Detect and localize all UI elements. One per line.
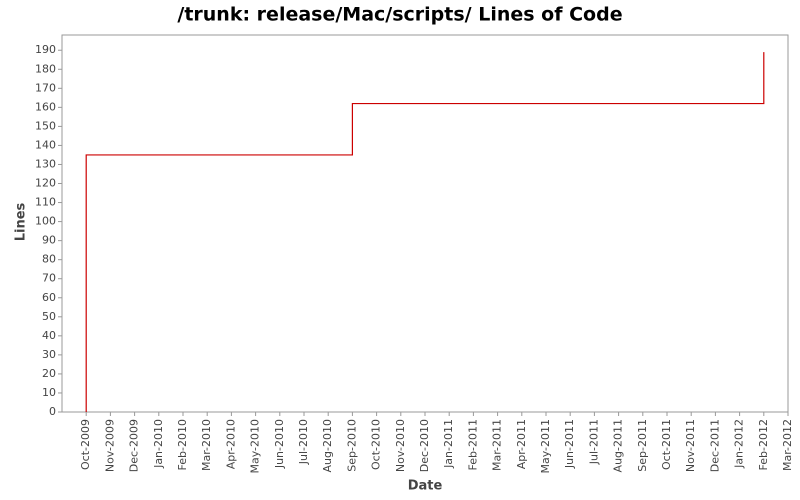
y-axis-label: Lines [14, 202, 29, 241]
x-tick-label: Nov-2011 [684, 419, 697, 472]
x-tick-label: Feb-2012 [757, 419, 770, 470]
x-tick-label: Apr-2011 [515, 419, 528, 469]
x-tick-label: Oct-2011 [660, 419, 673, 470]
y-tick-label: 0 [49, 405, 56, 418]
x-tick-label: Jul-2011 [587, 419, 600, 465]
x-tick-label: Dec-2011 [708, 419, 721, 472]
y-tick-label: 80 [42, 253, 56, 266]
x-tick-label: Sep-2010 [345, 419, 358, 472]
y-tick-label: 40 [42, 329, 56, 342]
x-tick-label: Jul-2010 [297, 419, 310, 465]
x-tick-label: Apr-2010 [224, 419, 237, 469]
y-tick-label: 130 [35, 157, 56, 170]
y-tick-label: 20 [42, 367, 56, 380]
x-tick-label: Mar-2011 [491, 419, 504, 471]
x-tick-label: Jan-2010 [152, 419, 165, 469]
y-tick-label: 180 [35, 62, 56, 75]
y-tick-label: 70 [42, 272, 56, 285]
x-tick-label: Nov-2009 [103, 419, 116, 472]
x-tick-label: Jan-2011 [442, 419, 455, 469]
x-tick-label: Mar-2010 [200, 419, 213, 471]
y-tick-label: 50 [42, 310, 56, 323]
x-tick-label: Mar-2012 [781, 419, 794, 471]
x-tick-label: Sep-2011 [636, 419, 649, 472]
y-tick-label: 140 [35, 138, 56, 151]
x-axis-label: Date [408, 479, 443, 494]
x-tick-label: May-2011 [539, 419, 552, 474]
y-tick-label: 110 [35, 196, 56, 209]
x-tick-label: Aug-2010 [321, 419, 334, 472]
y-tick-label: 90 [42, 234, 56, 247]
y-tick-label: 60 [42, 291, 56, 304]
y-tick-label: 170 [35, 81, 56, 94]
x-tick-label: Feb-2011 [466, 419, 479, 470]
data-line [85, 52, 765, 412]
x-tick-label: Nov-2010 [394, 419, 407, 472]
x-tick-label: Dec-2010 [418, 419, 431, 472]
x-tick-label: Oct-2010 [370, 419, 383, 470]
y-tick-label: 30 [42, 348, 56, 361]
x-tick-label: Feb-2010 [176, 419, 189, 470]
x-tick-label: Jun-2011 [563, 419, 576, 469]
chart-title: /trunk: release/Mac/scripts/ Lines of Co… [177, 4, 622, 26]
x-tick-label: Jan-2012 [733, 419, 746, 469]
y-tick-label: 10 [42, 386, 56, 399]
y-tick-label: 160 [35, 100, 56, 113]
x-tick-label: Jun-2010 [273, 419, 286, 469]
x-tick-label: Oct-2009 [79, 419, 92, 470]
x-tick-label: Dec-2009 [128, 419, 141, 472]
y-tick-label: 120 [35, 177, 56, 190]
y-tick-label: 150 [35, 119, 56, 132]
x-tick-label: Aug-2011 [612, 419, 625, 472]
y-tick-label: 190 [35, 43, 56, 56]
plot-area [61, 34, 789, 413]
y-tick-label: 100 [35, 215, 56, 228]
x-tick-label: May-2010 [249, 419, 262, 474]
